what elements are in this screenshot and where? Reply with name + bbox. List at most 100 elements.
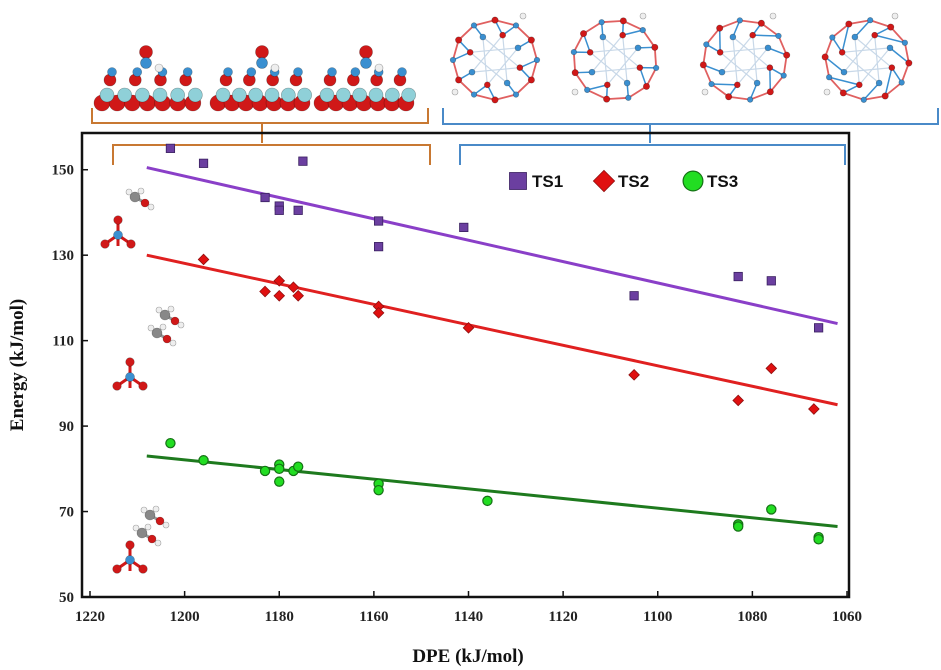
- bond: [458, 24, 475, 41]
- x-tick-label: 1140: [454, 609, 483, 625]
- bond: [841, 51, 880, 84]
- bond: [760, 22, 780, 37]
- bond: [582, 33, 591, 53]
- ts2-point: [732, 394, 744, 407]
- bond: [843, 34, 876, 73]
- bond: [702, 64, 713, 85]
- silicon-atom: [256, 57, 268, 69]
- bond: [869, 19, 892, 28]
- bond: [842, 47, 891, 53]
- bond: [863, 95, 886, 101]
- ts2-point: [372, 307, 385, 319]
- bond: [828, 76, 844, 94]
- silicon-atom: [634, 44, 642, 52]
- hydrogen-atom: [769, 12, 777, 20]
- silicon-atom: [113, 230, 123, 240]
- silicon-atom: [826, 74, 833, 81]
- metal-atom: [336, 87, 351, 103]
- x-tick-label: 1120: [549, 609, 578, 625]
- oxygen-atom: [725, 93, 733, 101]
- hydrogen-atom: [162, 521, 170, 529]
- oxygen-atom: [734, 81, 741, 89]
- bond: [606, 47, 639, 86]
- x-tick-label: 1160: [359, 609, 388, 625]
- slab-model: [209, 45, 312, 112]
- bond: [452, 39, 460, 61]
- hydrogen-atom: [155, 306, 163, 314]
- oxygen-atom: [871, 31, 878, 39]
- silicon-atom: [584, 86, 591, 94]
- bond: [732, 36, 738, 85]
- silicon-atom: [753, 79, 761, 87]
- ts2-fit-line: [146, 253, 838, 407]
- silicon-atom: [708, 80, 715, 88]
- x-tick-label: 1060: [832, 609, 862, 625]
- metal-atom: [281, 87, 296, 103]
- bond: [739, 19, 762, 25]
- metal-atom: [264, 87, 280, 103]
- hydrogen-atom: [154, 63, 164, 73]
- silicon-atom: [623, 79, 631, 87]
- silicon-atom: [901, 39, 908, 46]
- oxygen-atom: [112, 381, 122, 391]
- silicon-atom: [350, 67, 361, 77]
- bond: [874, 34, 906, 44]
- ts2-point: [259, 285, 271, 298]
- hydrogen-atom: [167, 305, 175, 313]
- ts2-legend-marker: [592, 169, 616, 193]
- ts1-structure: [100, 187, 155, 249]
- bond: [471, 67, 520, 73]
- bond: [702, 44, 708, 66]
- silicon-atom: [132, 67, 143, 77]
- hydrogen-atom: [132, 524, 140, 532]
- bond: [889, 47, 910, 64]
- bond: [622, 29, 643, 36]
- bond: [710, 83, 730, 98]
- bond: [530, 59, 538, 81]
- silicon-atom: [182, 67, 193, 77]
- silicon-atom: [449, 56, 457, 64]
- ts1-point: [459, 222, 469, 233]
- hydrogen-atom: [137, 187, 145, 195]
- oxygen-atom: [491, 16, 499, 24]
- hydrogen-atom: [177, 321, 185, 329]
- silicon-atom: [512, 22, 520, 29]
- bond: [519, 59, 538, 69]
- bond: [591, 34, 624, 73]
- bond: [572, 52, 577, 73]
- metal-atom: [170, 87, 185, 103]
- ts1-point: [629, 291, 639, 301]
- oxygen-atom: [642, 82, 650, 90]
- bond: [884, 81, 903, 97]
- metal-atom: [385, 87, 400, 103]
- silicon-atom: [775, 32, 782, 40]
- y-axis-title: Energy (kJ/mol): [7, 299, 28, 431]
- ts2-point: [765, 362, 778, 375]
- silicon-atom: [246, 67, 257, 77]
- bond: [586, 89, 608, 100]
- oxygen-atom: [766, 64, 774, 71]
- bond: [587, 84, 608, 91]
- silicon-atom: [625, 94, 632, 101]
- ts1-point: [198, 158, 209, 168]
- hydrogen-atom: [451, 88, 459, 96]
- surface-models-bracket: [91, 108, 429, 143]
- ts2-point: [287, 281, 300, 294]
- oxygen-atom: [455, 36, 463, 44]
- hydrogen-atom: [823, 88, 831, 96]
- silicon-atom: [851, 33, 859, 41]
- bond: [711, 83, 738, 86]
- bond: [767, 47, 787, 56]
- y-tick-label: 50: [59, 590, 74, 606]
- bond: [452, 51, 471, 61]
- ts1-point: [293, 205, 303, 215]
- bond: [824, 37, 834, 58]
- ts1-point: [814, 323, 824, 333]
- ts3-point: [813, 534, 824, 545]
- bond: [471, 34, 504, 73]
- x-axis-title: DPE (kJ/mol): [412, 646, 523, 667]
- oxygen-atom: [359, 45, 373, 59]
- ts3-point: [274, 463, 285, 475]
- hydrogen-atom: [147, 203, 155, 211]
